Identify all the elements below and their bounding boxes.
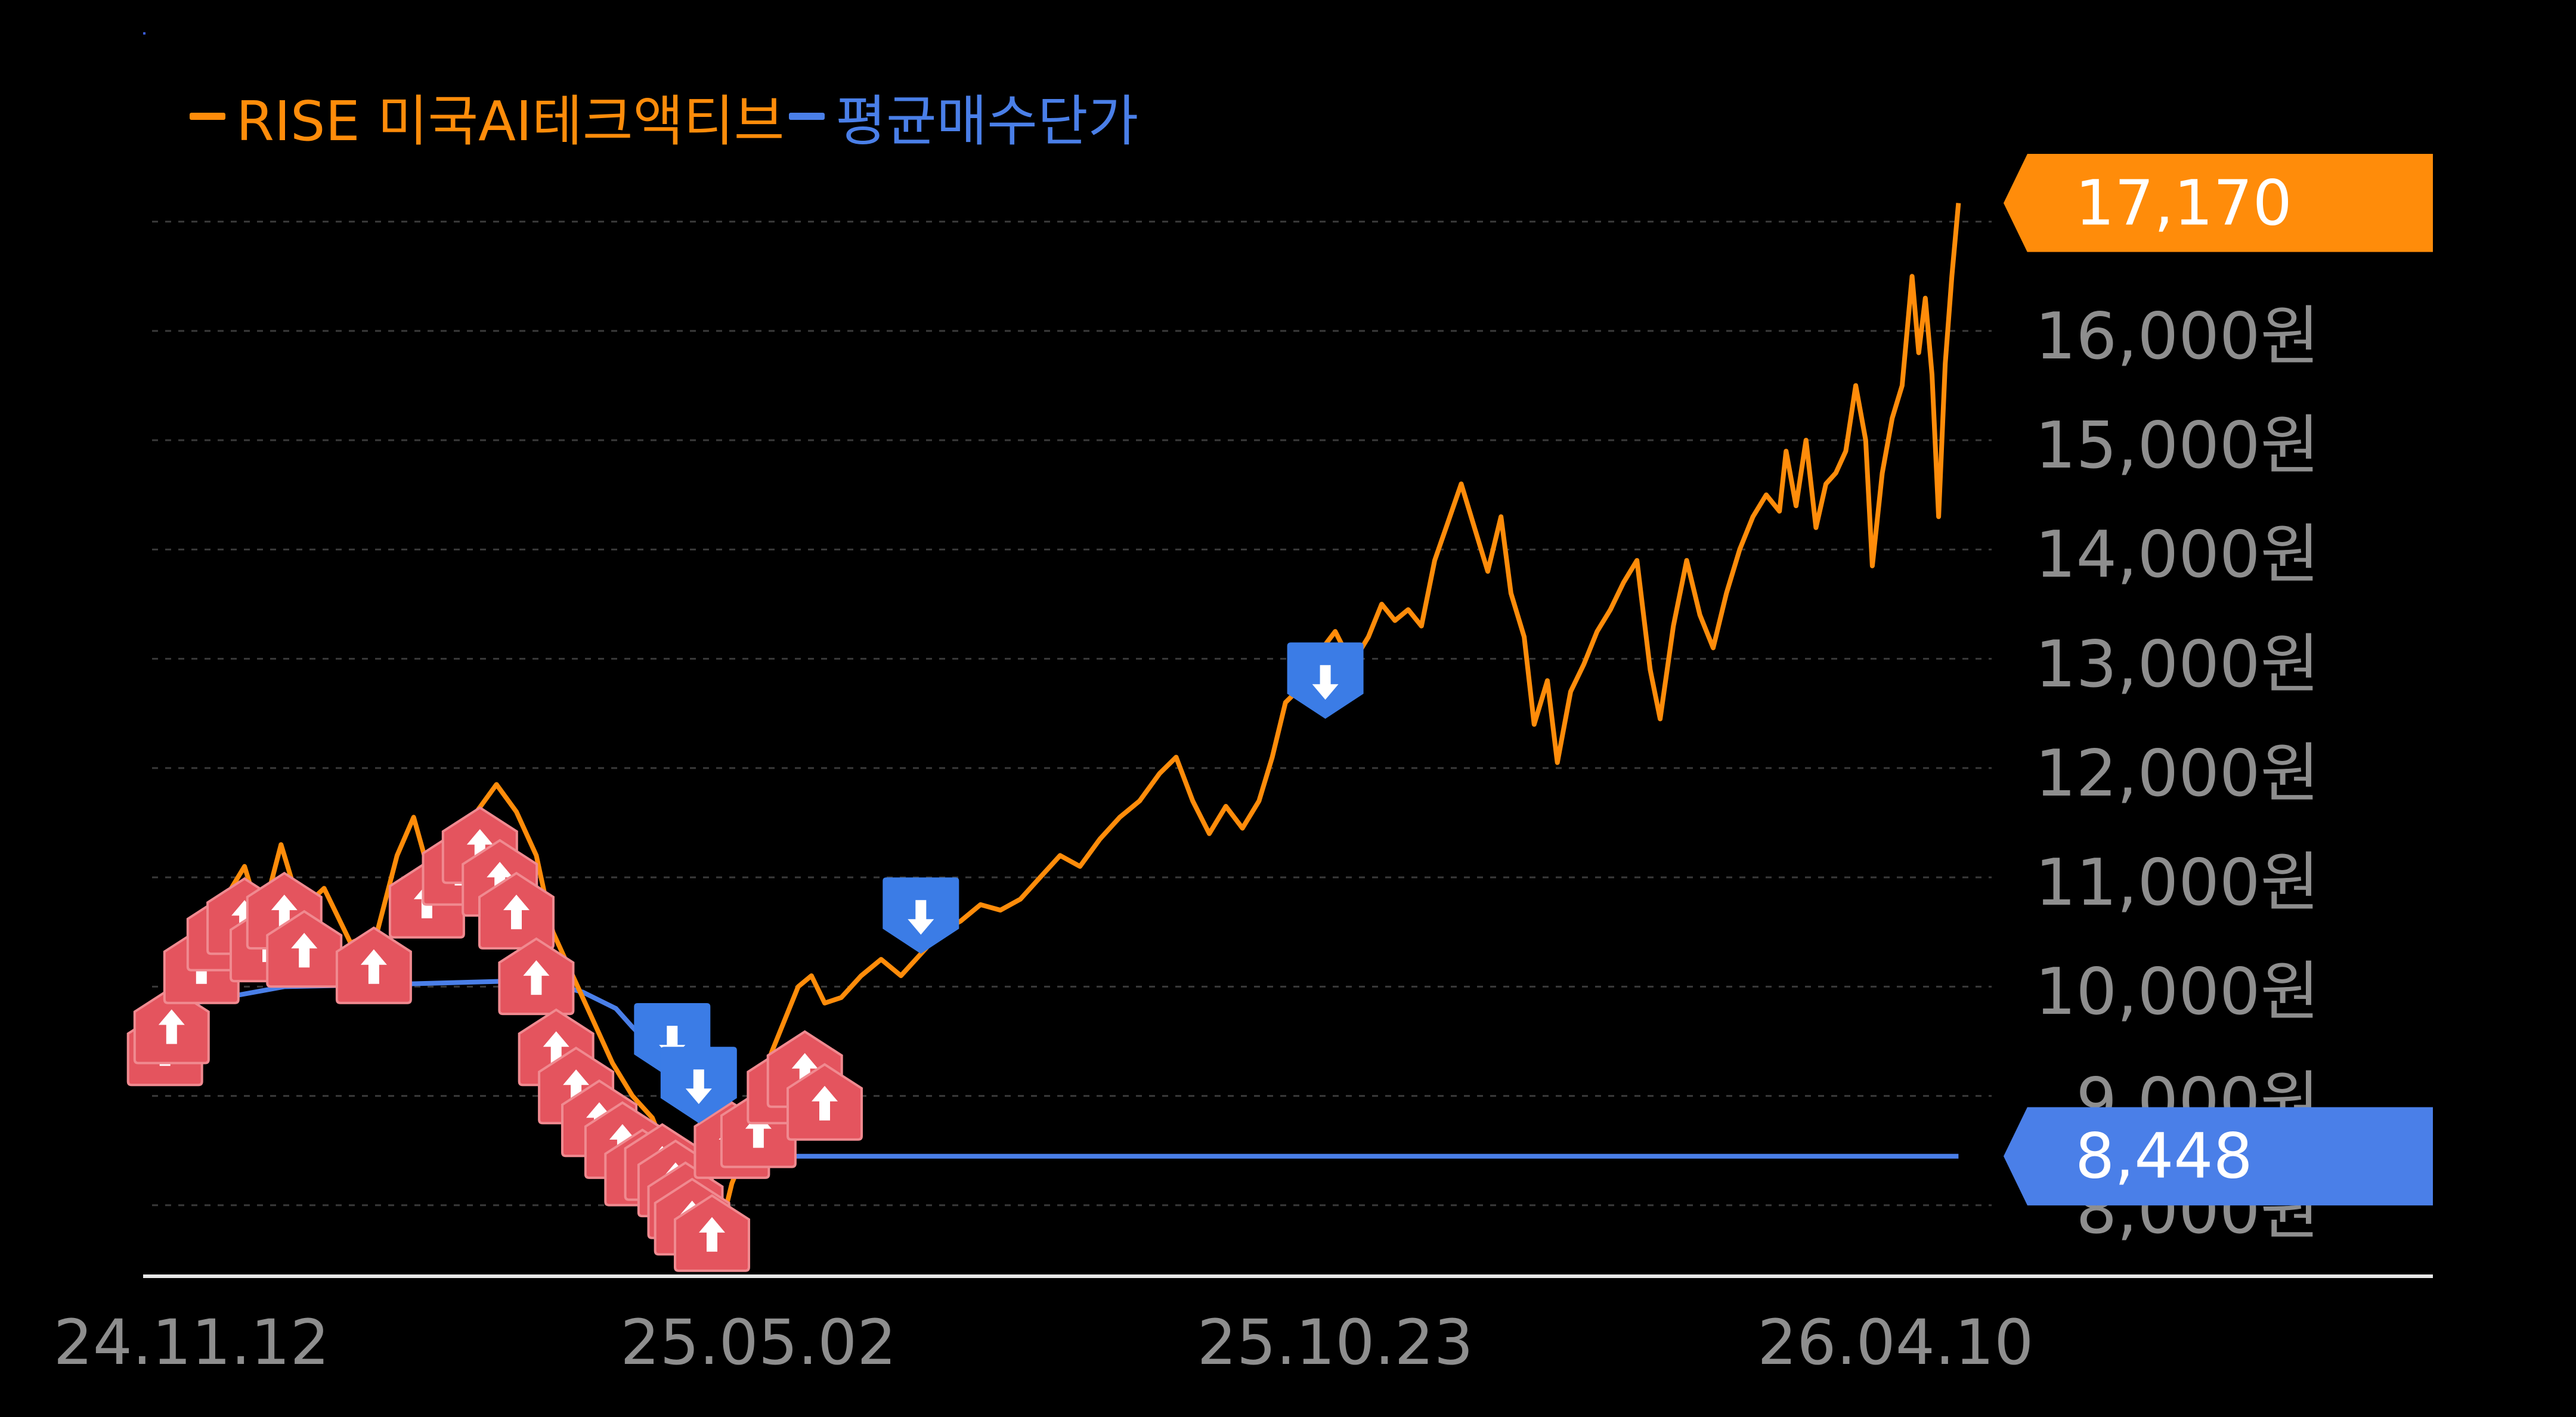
arrow-down-icon [1312,665,1339,700]
arrow-up-icon [271,895,298,930]
buy-marker[interactable] [133,986,210,1065]
buy-marker[interactable] [498,937,575,1016]
last-price-label: 17,170 [2075,166,2292,240]
legend-label-avg: 평균매수단가 [835,89,1139,153]
x-tick-label: 25.10.23 [1197,1306,1473,1379]
arrow-up-icon [360,949,387,984]
price-line [163,203,1961,1263]
buy-marker[interactable] [787,1063,863,1141]
arrow-up-icon [523,960,550,995]
legend-swatch-price [190,113,225,120]
arrow-down-icon [685,1069,712,1104]
legend-item-avg[interactable]: 평균매수단가 [789,77,1138,156]
arrow-down-icon [908,900,934,935]
grid-lines [152,221,1992,1206]
arrow-up-icon [466,829,493,864]
buy-marker[interactable] [478,871,555,950]
last-price-tag: 17,170 [2004,153,2433,252]
buy-marker[interactable] [335,926,412,1004]
y-tick-label: 10,000원 [2035,955,2320,1030]
avg-price-label: 8,448 [2075,1119,2253,1193]
arrow-up-icon [503,895,530,930]
arrow-up-icon [699,1217,725,1252]
arrow-up-icon [563,1069,590,1104]
sell-marker[interactable] [883,877,959,954]
legend: RISE 미국AI테크액티브 평균매수단가 [190,83,1138,153]
arrow-up-icon [487,862,513,897]
x-tick-label: 26.04.10 [1757,1306,2034,1379]
y-tick-label: 11,000원 [2035,846,2320,921]
legend-label-price: RISE 미국AI테크액티브 [236,89,785,153]
y-tick-label: 15,000원 [2035,409,2320,484]
arrow-up-icon [291,933,318,968]
arrow-up-icon [158,1009,185,1044]
legend-swatch-avg [789,113,825,120]
legend-item-price[interactable]: RISE 미국AI테크액티브 [190,77,784,156]
arrow-up-icon [543,1031,569,1066]
avg-price-line [164,979,1959,1162]
x-tick-label: 25.05.02 [620,1306,897,1379]
arrow-up-icon [812,1085,838,1121]
y-tick-label: 13,000원 [2035,627,2320,702]
y-tick-label: 14,000원 [2035,518,2320,593]
sell-marker[interactable] [660,1047,737,1124]
x-tick-label: 24.11.12 [53,1306,330,1379]
arrow-up-icon [791,1053,818,1088]
avg-price-tag: 8,448 [2004,1107,2433,1206]
y-tick-label: 12,000원 [2035,736,2320,811]
trade-markers [126,642,1364,1272]
corner-dot [143,32,145,35]
y-tick-label: 16,000원 [2035,299,2320,374]
buy-marker[interactable] [674,1194,750,1272]
sell-marker[interactable] [1287,642,1364,719]
